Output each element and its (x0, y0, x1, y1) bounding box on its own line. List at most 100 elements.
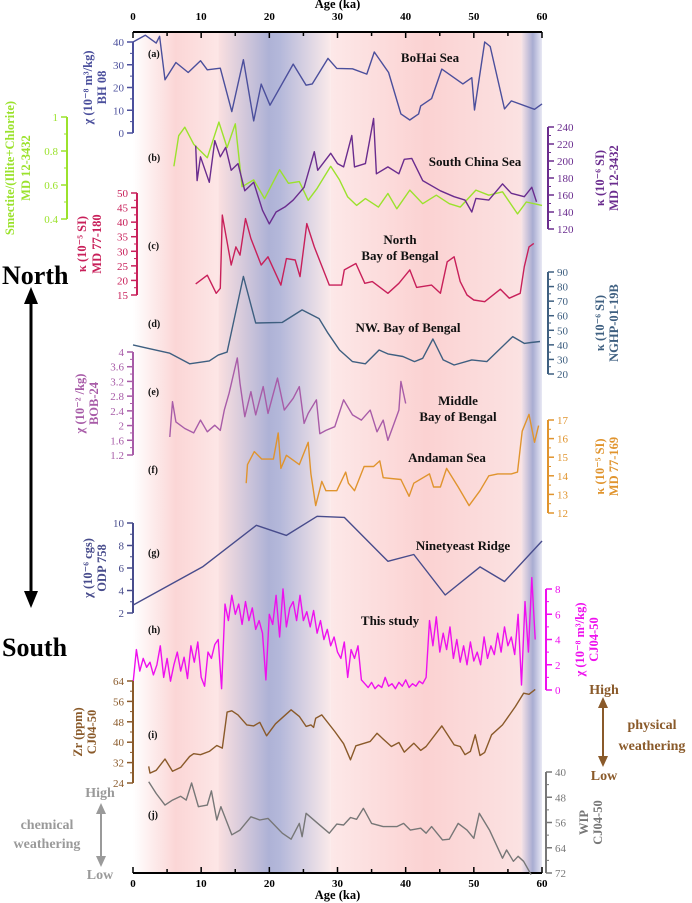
md77180-y-axis: 15 20 25 30 35 40 45 50 κ (10⁻⁵ SI) MD 77-180 (75, 188, 138, 302)
y-axis-title: Smectite/(Illite+Chlorite) (3, 101, 17, 235)
y-axis-title: κ (10⁻⁶ SI) (593, 150, 607, 206)
chemical-low-label: Low (87, 868, 114, 883)
y-tick-label: 16 (557, 434, 569, 446)
y-tick-label: 56 (555, 818, 567, 830)
north-label: North (2, 261, 69, 290)
site-name: NW. Bay of Bengal (356, 320, 461, 335)
bottom-x-tick-label: 50 (468, 878, 480, 890)
panel-label: (h) (148, 625, 160, 636)
panel-g: (g) Ninetyeast Ridge 2 4 6 8 10 χ (10⁻⁶ cgs) ODP… (81, 515, 543, 620)
panel-label: (c) (148, 241, 159, 252)
cj0450chi-series-line (132, 576, 536, 690)
y-tick-label: 15 (117, 290, 129, 302)
y-tick-label: 200 (557, 156, 574, 168)
y-tick-label: 30 (117, 246, 129, 258)
y-tick-label: 10 (113, 518, 125, 530)
y-tick-label: 40 (557, 340, 569, 352)
y-tick-label: 50 (117, 188, 129, 200)
md12kappa-y-axis: 120 140 160 180 200 220 240 κ (10⁻⁶ SI) MD 12-34… (547, 122, 621, 236)
chemical-high-label: High (85, 786, 115, 801)
y-tick-label: 2 (555, 660, 561, 672)
chemical-arrow-icon (96, 803, 106, 867)
y-tick-label: 13 (557, 489, 569, 501)
panel-b: (b) South China Sea 0.4 0.6 0.8 1 Smectite/(Il… (3, 101, 621, 236)
y-tick-label: 0.8 (44, 146, 58, 158)
band-cold (521, 32, 542, 873)
y-tick-label: 32 (113, 758, 124, 770)
y-tick-label: 20 (117, 275, 129, 287)
y-axis-title: κ (10⁻⁵ SI) (75, 216, 89, 272)
y-axis-title: CJ04-50 (587, 617, 601, 661)
bob24-y-axis: 1.2 1.6 2 2.4 2.8 3.2 3.6 4 χ (10⁻² /kg) BOB-24 (73, 347, 134, 462)
y-axis-title: Zr (ppm) (71, 707, 85, 756)
y-axis-title: χ (10⁻² /kg) (73, 374, 87, 435)
y-tick-label: 25 (117, 261, 129, 273)
site-name: Andaman Sea (408, 450, 486, 465)
y-axis-title: ODP 758 (95, 544, 109, 592)
y-tick-label: 70 (557, 296, 569, 308)
md12kappa-series-line (195, 117, 538, 225)
panel-i: (i) 24 32 40 48 56 64 Zr (ppm) CJ04-50 (71, 676, 536, 790)
bottom-x-tick-label: 60 (537, 878, 549, 890)
y-tick-label: 6 (119, 563, 125, 575)
top-x-tick-label: 60 (537, 11, 549, 23)
chemical-label: chemical (21, 818, 74, 833)
wip-series-line (148, 781, 532, 875)
top-x-tick-label: 10 (196, 11, 208, 23)
top-x-tick-label: 20 (264, 11, 276, 23)
y-tick-label: 4 (555, 635, 561, 647)
y-tick-label: 0.4 (44, 214, 58, 226)
weathering-label-chemical: weathering (14, 837, 81, 852)
y-tick-label: 20 (557, 369, 569, 381)
y-tick-label: 3.6 (110, 362, 124, 374)
y-tick-label: 40 (113, 37, 125, 49)
y-tick-label: 0.6 (44, 180, 58, 192)
physical-arrow-icon (598, 697, 608, 767)
panel-label: (b) (148, 153, 160, 164)
panel-label: (j) (148, 810, 158, 821)
bottom-x-tick-label: 10 (196, 878, 208, 890)
weathering-label-physical: weathering (619, 739, 686, 754)
y-tick-label: 48 (113, 717, 125, 729)
odp758-y-axis: 2 4 6 8 10 χ (10⁻⁶ cgs) ODP 758 (81, 518, 134, 620)
y-tick-label: 40 (113, 737, 125, 749)
site-name: Bay of Bengal (419, 409, 497, 424)
y-axis-title: CJ04-50 (85, 710, 99, 754)
y-tick-label: 180 (557, 173, 574, 185)
y-axis-title: χ (10⁻⁶ cgs) (81, 538, 95, 599)
y-tick-label: 160 (557, 190, 574, 202)
site-name: Bay of Bengal (361, 248, 439, 263)
panel-h: (h) This study 0 2 4 6 8 χ (10⁻⁸ m³/kg) CJ04-50 (132, 576, 601, 697)
y-tick-label: 2 (119, 608, 125, 620)
top-x-tick-label: 40 (400, 11, 412, 23)
y-axis-title: MD 12-3432 (19, 135, 33, 201)
site-name: North (383, 232, 417, 247)
panel-label: (f) (148, 465, 158, 476)
y-tick-label: 2.8 (110, 391, 124, 403)
y-axis-title: BH 08 (95, 71, 109, 105)
bob24-series-line (169, 357, 407, 441)
physical-label: physical (627, 718, 676, 733)
y-tick-label: 72 (555, 868, 566, 880)
band-warm (133, 32, 219, 873)
panel-label: (g) (148, 548, 160, 559)
y-tick-label: 80 (557, 282, 569, 294)
bottom-x-axis-title: Age (ka) (315, 888, 360, 902)
panel-label: (i) (148, 730, 157, 741)
y-tick-label: 2.4 (110, 406, 124, 418)
y-tick-label: 48 (555, 792, 567, 804)
y-axis-title: MD 12-3432 (607, 145, 621, 211)
annotations: North South High physical weathering Low… (2, 261, 685, 883)
band-warm (330, 32, 522, 873)
bottom-x-tick-label: 30 (332, 878, 344, 890)
nghp-y-axis: 20 30 40 50 60 70 80 90 κ (10⁻⁶ SI) NGHP-01-19B (547, 267, 621, 381)
y-tick-label: 1.6 (110, 435, 124, 447)
cj0450chi-y-axis: 0 2 4 6 8 χ (10⁻⁸ m³/kg) CJ04-50 (545, 584, 601, 697)
y-tick-label: 24 (113, 778, 125, 790)
y-tick-label: 1 (53, 112, 59, 124)
y-tick-label: 15 (557, 452, 569, 464)
